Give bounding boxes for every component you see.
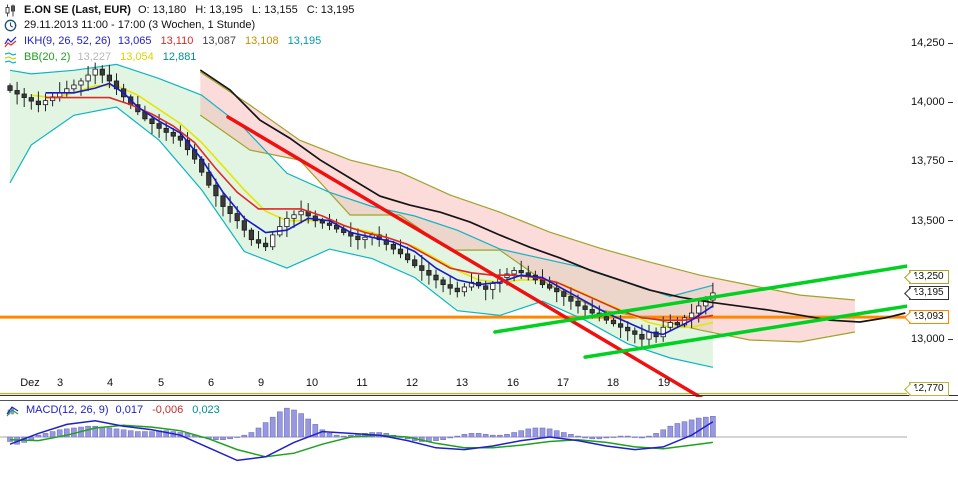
macd-values: 0,017 -0,006 0,023 xyxy=(116,404,220,417)
y-axis-tick: 14,000 xyxy=(911,96,953,108)
y-axis-tick: 13,500 xyxy=(911,215,953,227)
x-axis-label: 17 xyxy=(556,377,570,389)
tick-mark xyxy=(947,101,953,103)
ohlc-pair: C: 13,195 xyxy=(307,4,355,17)
ohlc-value: 13,195 xyxy=(209,4,243,16)
price-panel[interactable] xyxy=(0,28,907,396)
x-axis-label: 3 xyxy=(56,377,64,389)
indicator-value: 13,227 xyxy=(77,51,112,63)
macd-panel-layer xyxy=(0,407,907,462)
clock-icon xyxy=(4,19,17,32)
x-axis-label: 18 xyxy=(606,377,620,389)
indicator-name: MACD(12, 26, 9) xyxy=(26,404,109,416)
ohlc-pair: H: 13,195 xyxy=(195,4,243,17)
ikh-indicator-icon xyxy=(4,35,17,48)
indicator-value: 13,065 xyxy=(117,35,152,47)
x-axis-label: 13 xyxy=(455,377,469,389)
x-axis-label: 5 xyxy=(157,377,165,389)
ohlc-pair: O: 13,180 xyxy=(138,4,186,17)
price-tag-label: 13,195 xyxy=(913,286,944,298)
y-tick-label: 13,000 xyxy=(911,333,945,346)
price-tag: 12,770 xyxy=(903,381,949,396)
price-tag: 13,250 xyxy=(903,270,949,285)
tick-mark xyxy=(947,338,953,340)
indicator-value: 0,017 xyxy=(115,404,144,416)
ikh-values: 13,065 13,110 13,087 13,108 13,195 xyxy=(118,35,321,48)
ohlc-label: H: xyxy=(195,4,207,16)
x-axis-label: 4 xyxy=(106,377,114,389)
ohlc-value: 13,195 xyxy=(320,4,355,16)
y-axis-tick: 13,750 xyxy=(911,155,953,167)
y-tick-label: 14,000 xyxy=(911,96,945,109)
indicator-value: 0,023 xyxy=(192,404,220,416)
tick-mark xyxy=(947,160,953,162)
indicator-legend-ikh[interactable]: IKH(9, 26, 52, 26) 13,065 13,110 13,087 13,… xyxy=(4,35,321,48)
indicator-value: 13,110 xyxy=(160,35,194,47)
macd-indicator-icon xyxy=(6,404,19,417)
x-axis-label: 16 xyxy=(506,377,520,389)
x-axis-label: 19 xyxy=(657,377,671,389)
ohlc-value: 13,155 xyxy=(264,4,298,16)
x-axis-label: 12 xyxy=(405,377,419,389)
y-tick-label: 14,250 xyxy=(911,37,945,50)
price-tag-label: 12,770 xyxy=(913,382,944,394)
indicator-value: 13,054 xyxy=(120,51,154,63)
instrument-name: E.ON SE (Last, EUR) xyxy=(24,4,131,16)
indicator-legend-macd[interactable]: MACD(12, 26, 9) 0,017 -0,006 0,023 xyxy=(6,404,220,417)
price-panel-layer xyxy=(0,62,907,397)
ohlc-values: O: 13,180 H: 13,195 L: 13,155 C: 13,195 xyxy=(138,4,354,17)
indicator-value: 13,195 xyxy=(287,35,322,47)
indicator-value: 13,087 xyxy=(202,35,236,47)
bb-values: 13,227 13,054 12,881 xyxy=(77,51,196,64)
y-tick-label: 13,750 xyxy=(911,155,945,168)
period-header[interactable]: 29.11.2013 11:00 - 17:00 (3 Wochen, 1 St… xyxy=(4,19,255,32)
tick-mark xyxy=(947,42,953,44)
ohlc-pair: L: 13,155 xyxy=(252,4,298,17)
y-axis-tick: 14,250 xyxy=(911,37,953,49)
x-axis-label: Dez xyxy=(20,377,40,389)
period-text: 29.11.2013 11:00 - 17:00 (3 Wochen, 1 St… xyxy=(24,19,256,31)
x-axis-label: 6 xyxy=(207,377,215,389)
y-tick-label: 13,500 xyxy=(911,214,945,227)
instrument-header[interactable]: E.ON SE (Last, EUR) O: 13,180 H: 13,195 L: 13… xyxy=(4,4,354,17)
x-axis-label: 10 xyxy=(305,377,319,389)
y-axis-tick: 13,000 xyxy=(911,333,953,345)
ohlc-label: L: xyxy=(251,4,262,16)
candlestick-icon xyxy=(4,4,17,17)
price-tag: 13,093 xyxy=(903,310,949,325)
bb-indicator-icon xyxy=(4,51,17,64)
tick-mark xyxy=(947,220,953,222)
ohlc-value: 13,180 xyxy=(152,4,187,16)
ohlc-label: C: xyxy=(306,4,318,16)
indicator-value: 13,108 xyxy=(244,35,279,47)
price-tag-label: 13,250 xyxy=(913,271,944,283)
x-axis-label: 11 xyxy=(356,377,368,389)
price-tag: 13,195 xyxy=(903,285,949,300)
x-axis-label: 9 xyxy=(257,377,265,389)
indicator-legend-bb[interactable]: BB(20, 2) 13,227 13,054 12,881 xyxy=(4,51,196,64)
price-tag-label: 13,093 xyxy=(913,311,944,323)
indicator-value: 12,881 xyxy=(162,51,197,63)
indicator-name: IKH(9, 26, 52, 26) xyxy=(24,35,111,47)
indicator-value: -0,006 xyxy=(152,404,184,416)
ohlc-label: O: xyxy=(137,4,150,16)
indicator-name: BB(20, 2) xyxy=(24,51,71,63)
